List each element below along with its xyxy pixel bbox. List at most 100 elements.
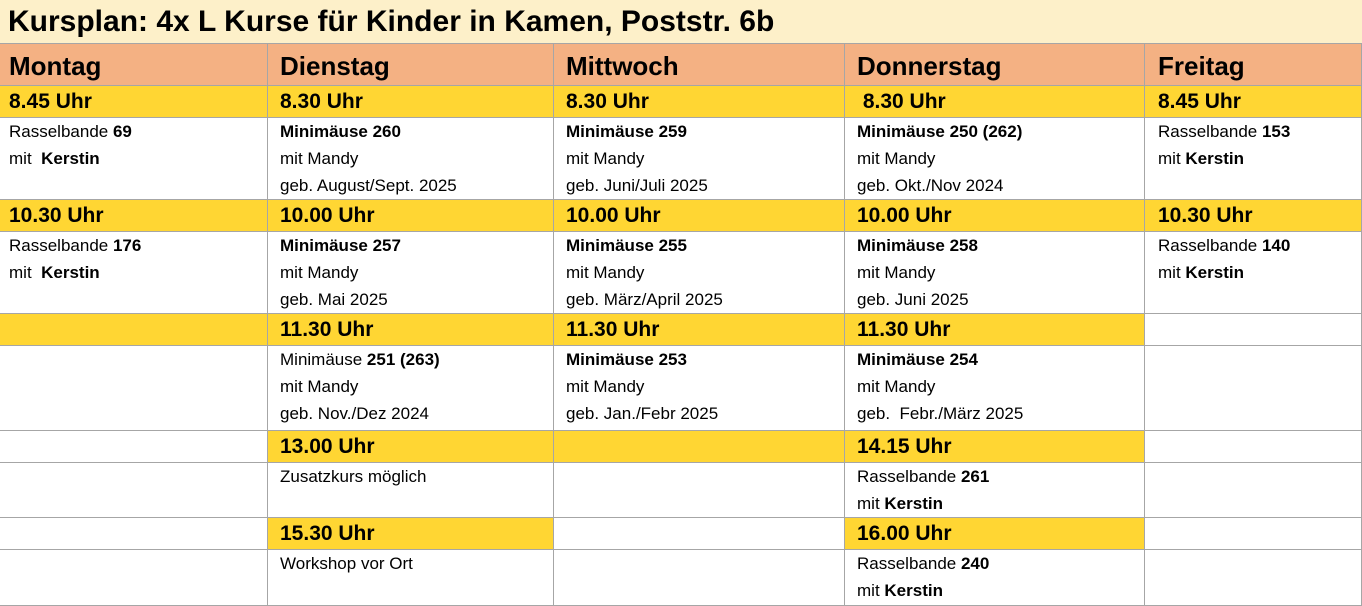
course-text: Minimäuse 250 (262)	[857, 122, 1023, 141]
course-line: geb. Febr./März 2025	[857, 400, 1144, 427]
course-line: Minimäuse 254	[857, 346, 1144, 373]
course-text: geb. Nov./Dez 2024	[280, 404, 429, 423]
course-line: Minimäuse 250 (262)	[857, 118, 1144, 145]
time-cell: 10.00 Uhr	[554, 200, 845, 232]
course-text: geb. August/Sept. 2025	[280, 176, 457, 195]
course-text: Minimäuse 254	[857, 350, 978, 369]
course-text: Minimäuse 258	[857, 236, 978, 255]
course-text: geb. Okt./Nov 2024	[857, 176, 1004, 195]
course-cell	[1145, 550, 1362, 606]
course-cell	[554, 463, 845, 518]
course-line: mit Kerstin	[9, 145, 267, 172]
course-text: Kerstin	[41, 149, 100, 168]
course-text: Kerstin	[884, 581, 943, 600]
course-text: Rasselbande	[1158, 236, 1262, 255]
time-cell: 10.30 Uhr	[1145, 200, 1362, 232]
course-text: mit	[1158, 149, 1186, 168]
course-line: mit Mandy	[857, 145, 1144, 172]
course-cell	[0, 463, 268, 518]
day-header: Mittwoch	[554, 44, 845, 86]
course-text: Zusatzkurs möglich	[280, 467, 427, 486]
course-text: geb. Juni 2025	[857, 290, 969, 309]
course-line: mit Mandy	[857, 373, 1144, 400]
course-line: geb. Juni 2025	[857, 286, 1144, 313]
course-line: mit Kerstin	[1158, 259, 1361, 286]
course-line: Workshop vor Ort	[280, 550, 553, 577]
time-cell: 8.30 Uhr	[268, 86, 554, 118]
course-line: Zusatzkurs möglich	[280, 463, 553, 490]
course-line: mit Mandy	[280, 373, 553, 400]
course-text: Kerstin	[1185, 149, 1244, 168]
course-text: 69	[112, 122, 132, 141]
time-cell	[1145, 518, 1362, 550]
course-line: mit Kerstin	[9, 259, 267, 286]
course-line: geb. Nov./Dez 2024	[280, 400, 553, 427]
time-cell	[554, 518, 845, 550]
course-text: mit Mandy	[566, 149, 645, 168]
course-cell: Minimäuse 257 mit Mandy geb. Mai 2025	[268, 232, 554, 314]
course-cell: Minimäuse 254 mit Mandy geb. Febr./März 20…	[845, 346, 1145, 431]
course-cell	[0, 346, 268, 431]
course-text: Minimäuse 255	[566, 236, 687, 255]
course-line: mit Mandy	[280, 145, 553, 172]
course-text: mit Mandy	[857, 149, 936, 168]
course-text: 240	[960, 554, 990, 573]
course-line: mit Kerstin	[857, 577, 1144, 604]
course-text: 261	[960, 467, 990, 486]
time-cell	[554, 431, 845, 463]
course-text: Rasselbande	[1158, 122, 1262, 141]
course-line: Rasselbande 240	[857, 550, 1144, 577]
day-header: Donnerstag	[845, 44, 1145, 86]
course-text: geb. Febr./März 2025	[857, 404, 1024, 423]
course-line: Rasselbande 69	[9, 118, 267, 145]
time-cell: 10.00 Uhr	[268, 200, 554, 232]
course-line: mit Mandy	[566, 373, 844, 400]
course-line: geb. Okt./Nov 2024	[857, 172, 1144, 199]
day-header: Montag	[0, 44, 268, 86]
course-text: Minimäuse 257	[280, 236, 401, 255]
course-cell: Rasselbande 69 mit Kerstin	[0, 118, 268, 200]
course-text: Rasselbande	[857, 554, 961, 573]
time-cell: 13.00 Uhr	[268, 431, 554, 463]
course-text: mit Mandy	[857, 263, 936, 282]
course-line: Minimäuse 253	[566, 346, 844, 373]
course-line: Minimäuse 257	[280, 232, 553, 259]
course-line: Minimäuse 260	[280, 118, 553, 145]
time-cell	[0, 431, 268, 463]
course-line: Minimäuse 255	[566, 232, 844, 259]
time-cell: 10.00 Uhr	[845, 200, 1145, 232]
time-cell	[1145, 314, 1362, 346]
course-line: geb. Mai 2025	[280, 286, 553, 313]
course-cell: Rasselbande 240 mit Kerstin	[845, 550, 1145, 606]
course-line: Minimäuse 259	[566, 118, 844, 145]
course-line: mit Mandy	[566, 259, 844, 286]
course-cell: Minimäuse 259 mit Mandy geb. Juni/Juli 202…	[554, 118, 845, 200]
course-line: mit Mandy	[280, 259, 553, 286]
course-line: Rasselbande 140	[1158, 232, 1361, 259]
time-cell: 8.45 Uhr	[1145, 86, 1362, 118]
course-text: 153	[1261, 122, 1291, 141]
course-text: Rasselbande	[857, 467, 961, 486]
course-cell: Minimäuse 253 mit Mandy geb. Jan./Febr 202…	[554, 346, 845, 431]
title: Kursplan: 4x L Kurse für Kinder in Kamen…	[0, 0, 1362, 44]
course-cell: Minimäuse 250 (262) mit Mandy geb. Okt./No…	[845, 118, 1145, 200]
course-cell: Workshop vor Ort	[268, 550, 554, 606]
course-cell	[1145, 346, 1362, 431]
course-text: mit Mandy	[566, 377, 645, 396]
course-text: 176	[112, 236, 142, 255]
course-text: mit Mandy	[566, 263, 645, 282]
course-text: geb. Juni/Juli 2025	[566, 176, 708, 195]
day-header: Freitag	[1145, 44, 1362, 86]
course-text: mit Mandy	[857, 377, 936, 396]
course-line: mit Kerstin	[1158, 145, 1361, 172]
course-text: geb. März/April 2025	[566, 290, 723, 309]
time-cell: 8.30 Uhr	[554, 86, 845, 118]
course-line: Minimäuse 258	[857, 232, 1144, 259]
course-line: mit Mandy	[566, 145, 844, 172]
course-line: mit Kerstin	[857, 490, 1144, 517]
time-cell: 11.30 Uhr	[268, 314, 554, 346]
time-cell: 10.30 Uhr	[0, 200, 268, 232]
course-cell	[0, 550, 268, 606]
course-line: geb. Jan./Febr 2025	[566, 400, 844, 427]
course-text: mit	[9, 263, 42, 282]
